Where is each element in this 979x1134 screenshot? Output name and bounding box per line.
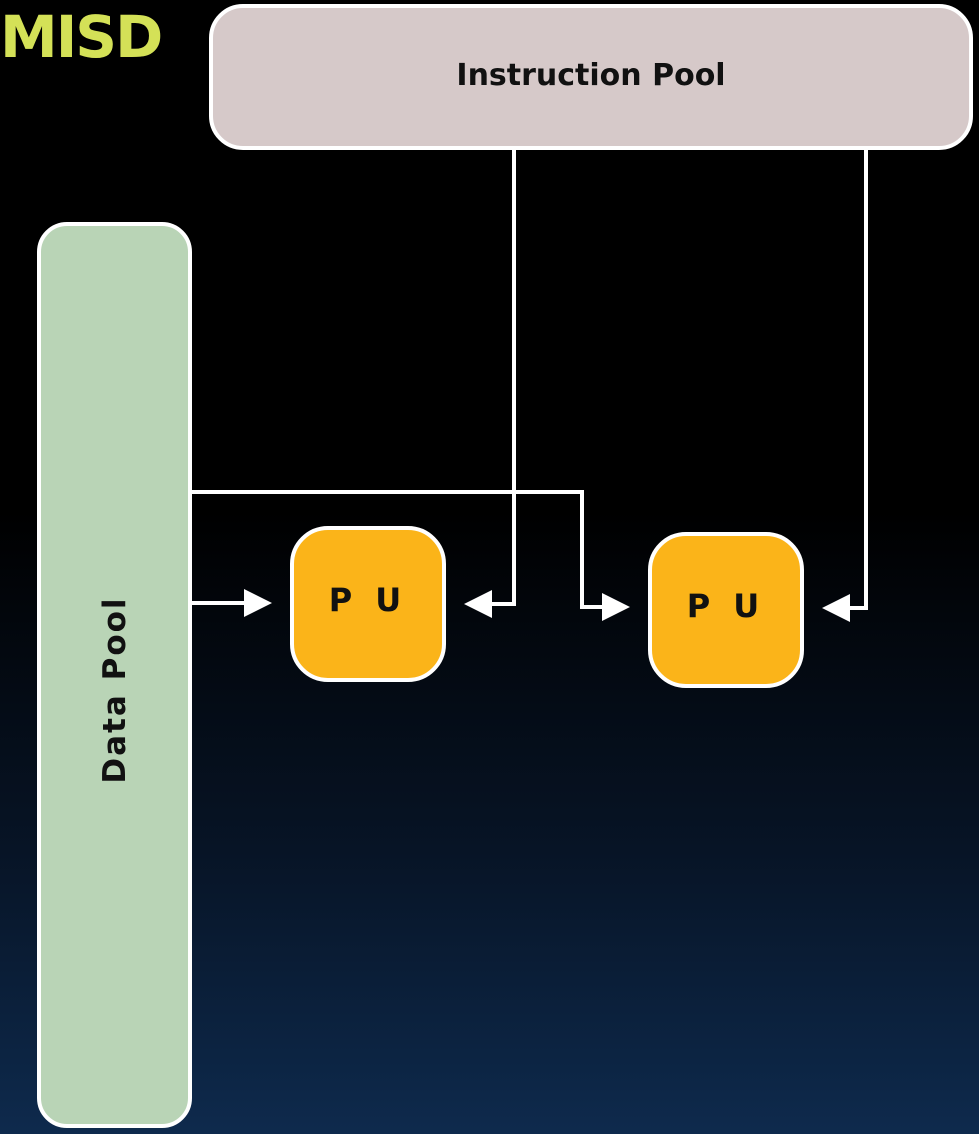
instruction-pool-box: Instruction Pool (209, 4, 973, 150)
data-pool-label: Data Pool (96, 596, 133, 784)
processing-unit-1: P U (290, 526, 446, 682)
instruction-to-pu2-arrow (822, 150, 868, 622)
processing-unit-1-label: P U (328, 581, 408, 619)
data-pool-box: Data Pool (37, 222, 192, 1128)
diagram-title: MISD (0, 3, 163, 71)
processing-unit-2-label: P U (686, 587, 766, 625)
instruction-to-pu1-arrow (464, 150, 516, 618)
processing-unit-2: P U (648, 532, 804, 688)
instruction-pool-label: Instruction Pool (456, 57, 726, 93)
